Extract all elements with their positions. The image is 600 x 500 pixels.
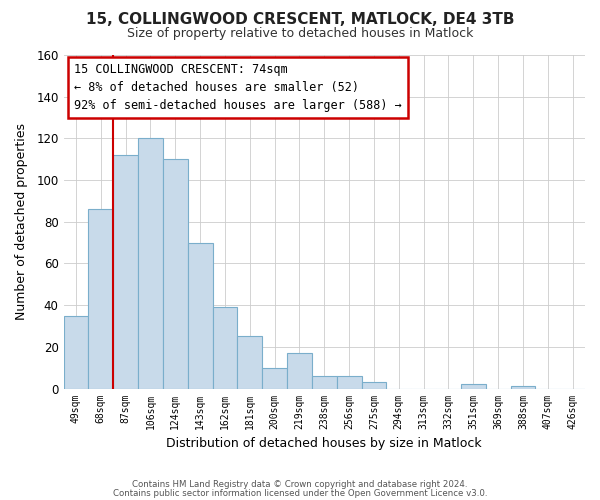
Bar [511,386,535,388]
Text: Size of property relative to detached houses in Matlock: Size of property relative to detached ho… [127,28,473,40]
Bar [287,353,312,388]
Text: Contains public sector information licensed under the Open Government Licence v3: Contains public sector information licen… [113,489,487,498]
Y-axis label: Number of detached properties: Number of detached properties [15,124,28,320]
Bar [64,316,88,388]
Bar [188,242,212,388]
Bar [88,210,113,388]
X-axis label: Distribution of detached houses by size in Matlock: Distribution of detached houses by size … [166,437,482,450]
Text: 15, COLLINGWOOD CRESCENT, MATLOCK, DE4 3TB: 15, COLLINGWOOD CRESCENT, MATLOCK, DE4 3… [86,12,514,28]
Bar [238,336,262,388]
Bar [312,376,337,388]
Bar [362,382,386,388]
Bar [212,308,238,388]
Bar [337,376,362,388]
Text: Contains HM Land Registry data © Crown copyright and database right 2024.: Contains HM Land Registry data © Crown c… [132,480,468,489]
Bar [163,159,188,388]
Bar [262,368,287,388]
Text: 15 COLLINGWOOD CRESCENT: 74sqm
← 8% of detached houses are smaller (52)
92% of s: 15 COLLINGWOOD CRESCENT: 74sqm ← 8% of d… [74,64,402,112]
Bar [138,138,163,388]
Bar [113,155,138,388]
Bar [461,384,485,388]
